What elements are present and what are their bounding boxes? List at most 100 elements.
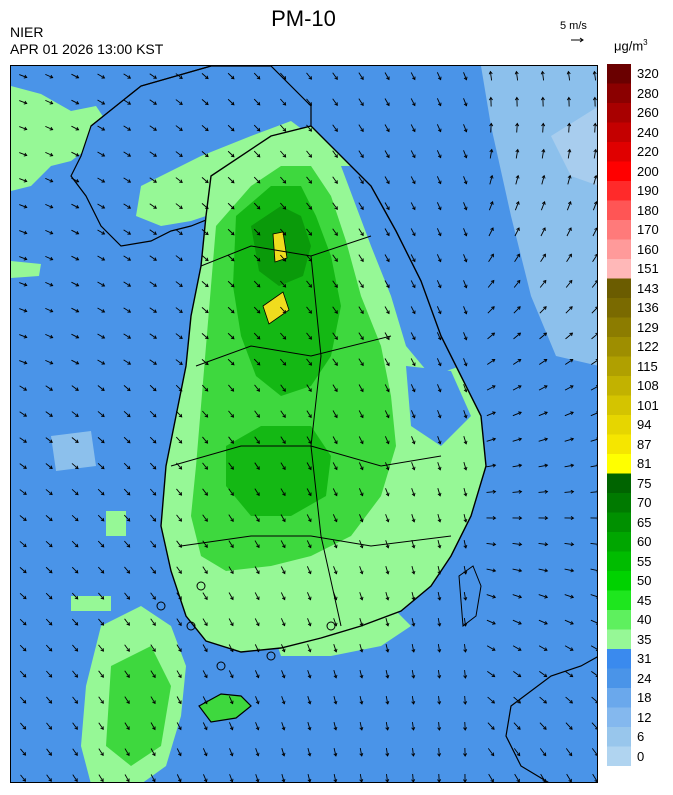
wind-arrow-icon [97, 177, 106, 183]
wind-arrow-icon [463, 617, 468, 627]
legend-swatch [607, 376, 631, 396]
wind-arrow-icon [332, 254, 338, 262]
wind-arrow-icon [123, 125, 132, 131]
wind-arrow-icon [45, 515, 53, 522]
wind-arrow-icon [539, 306, 547, 314]
wind-arrow-icon [410, 72, 416, 81]
wind-arrow-icon [150, 618, 156, 626]
wind-arrow-icon [306, 566, 312, 575]
wind-arrow-icon [410, 124, 416, 133]
wind-arrow-icon [228, 592, 234, 601]
wind-arrow-icon [201, 307, 209, 314]
wind-arrow-icon [123, 436, 131, 444]
hotspot-area [262, 291, 290, 325]
wind-arrow-icon [149, 177, 157, 183]
wind-arrow-icon [538, 619, 548, 625]
wind-arrow-icon [123, 462, 131, 470]
wind-arrow-icon [566, 70, 571, 81]
wind-arrow-icon [437, 773, 442, 782]
wind-arrow-icon [46, 748, 52, 756]
concentration-map-canvas [11, 66, 597, 782]
legend-tick-label: 70 [637, 495, 652, 511]
wind-arrow-icon [71, 255, 80, 261]
wind-arrow-icon [567, 148, 572, 159]
east-coast-low [341, 166, 461, 376]
legend-tick-label: 136 [637, 300, 659, 316]
wind-arrow-icon [228, 540, 234, 549]
legend-swatch [607, 415, 631, 435]
legend-swatch [607, 590, 631, 611]
wind-arrow-icon [19, 126, 28, 131]
shandong-land [11, 261, 41, 278]
legend-tick-label: 50 [637, 573, 652, 589]
offshore-patch [71, 596, 111, 611]
wind-arrow-icon [97, 566, 105, 574]
wind-arrow-icon [280, 436, 286, 445]
wind-arrow-icon [385, 669, 390, 679]
wind-arrow-icon [486, 645, 496, 651]
wind-arrow-icon [590, 437, 597, 442]
wind-arrow-icon [19, 670, 27, 678]
wind-arrow-icon [538, 568, 549, 573]
wind-arrow-icon [486, 516, 497, 521]
wind-arrow-icon [175, 73, 183, 79]
wind-arrow-icon [201, 333, 209, 340]
legend-tick-label: 6 [637, 729, 645, 745]
wind-arrow-icon [123, 229, 132, 235]
wind-arrow-icon [254, 462, 260, 471]
wind-arrow-icon [358, 176, 364, 185]
wind-arrow-icon [539, 279, 547, 288]
wind-arrow-icon [71, 203, 80, 209]
wind-arrow-icon [176, 488, 183, 496]
wind-arrow-icon [564, 542, 575, 547]
japan-kyushu-land [505, 656, 597, 782]
wind-arrow-icon [592, 253, 597, 263]
wind-arrow-icon [306, 150, 312, 158]
wind-arrow-icon [97, 333, 106, 339]
legend-swatch [607, 688, 631, 708]
wind-arrow-icon [385, 721, 390, 731]
wind-arrow-icon [514, 773, 520, 782]
wind-arrow-icon [176, 514, 182, 522]
wind-arrow-icon [486, 619, 496, 625]
wind-arrow-icon [97, 125, 106, 131]
wind-arrow-icon [306, 98, 312, 106]
wind-arrow-icon [201, 359, 209, 366]
province-boundary [200, 235, 372, 267]
wind-arrow-icon [306, 462, 312, 471]
legend-tick-label: 35 [637, 631, 652, 647]
wind-arrow-icon [359, 592, 364, 601]
wind-arrow-icon [253, 150, 261, 158]
wind-arrow-icon [332, 306, 338, 314]
wind-arrow-icon [123, 307, 132, 313]
wind-arrow-icon [45, 229, 54, 235]
wind-arrow-icon [410, 150, 416, 159]
wind-arrow-icon [306, 488, 312, 497]
wind-arrow-icon [591, 306, 597, 314]
wind-arrow-icon [124, 774, 130, 782]
wind-arrow-icon [71, 333, 80, 339]
wind-arrow-icon [253, 98, 261, 106]
wind-arrow-icon [514, 201, 520, 211]
wind-arrow-icon [202, 566, 208, 575]
legend-swatch [607, 122, 631, 143]
wind-arrow-icon [72, 774, 78, 782]
wind-arrow-icon [45, 203, 54, 209]
wind-arrow-icon [97, 307, 106, 313]
wind-arrow-icon [254, 436, 260, 444]
wind-arrow-icon [590, 645, 597, 651]
wind-arrow-icon [385, 695, 390, 705]
wind-arrow-icon [437, 747, 442, 757]
wind-arrow-icon [540, 96, 545, 107]
wind-arrow-icon [539, 671, 548, 678]
wind-arrow-icon [176, 540, 182, 548]
wind-arrow-icon [201, 73, 209, 80]
legend-swatch [607, 707, 631, 728]
wind-arrow-icon [71, 177, 80, 183]
wind-arrow-icon [176, 618, 182, 627]
legend-tick-label: 151 [637, 261, 659, 277]
wind-arrow-icon [332, 228, 338, 236]
wind-arrow-icon [97, 488, 105, 496]
wind-arrow-icon [45, 592, 53, 600]
wind-arrow-icon [590, 489, 597, 494]
